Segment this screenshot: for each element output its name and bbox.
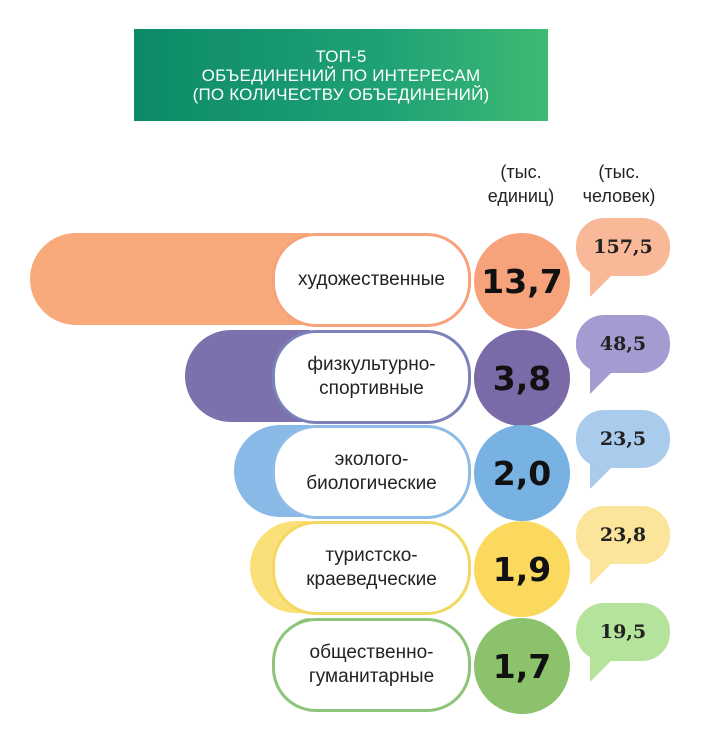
title-banner: ТОП-5 ОБЪЕДИНЕНИЙ ПО ИНТЕРЕСАМ (ПО КОЛИЧ…: [134, 29, 548, 121]
units-value-label: 2,0: [474, 425, 570, 521]
chart-row: физкультурно-спортивные 3,8 48,5: [0, 315, 715, 426]
category-label-line: биологические: [306, 473, 437, 494]
title-line-2: ОБЪЕДИНЕНИЙ ПО ИНТЕРЕСАМ: [201, 65, 481, 85]
category-label-line: краеведческие: [306, 569, 437, 590]
category-label-line: общественно-: [309, 642, 434, 663]
people-column-header: (тыс. человек): [564, 160, 674, 208]
category-label-line: спортивные: [319, 378, 424, 399]
category-label: физкультурно-спортивные: [272, 330, 471, 424]
people-value-label: 23,8: [576, 506, 670, 564]
units-value-label: 1,7: [474, 618, 570, 714]
units-header-line-1: (тыс.: [500, 162, 542, 182]
category-label: художественные: [272, 233, 471, 327]
people-header-line-1: (тыс.: [598, 162, 640, 182]
chart-bar: [30, 233, 310, 325]
people-value-label: 48,5: [576, 315, 670, 373]
chart-row: общественно-гуманитарные 1,7 19,5: [0, 603, 715, 714]
units-header-line-2: единиц): [487, 186, 555, 206]
category-label-line: эколого-: [334, 449, 409, 470]
category-label-line: физкультурно-: [307, 354, 436, 375]
category-label-line: туристско-: [325, 545, 418, 566]
category-label: туристско-краеведческие: [272, 521, 471, 615]
units-value-label: 3,8: [474, 330, 570, 426]
category-label: эколого-биологические: [272, 425, 471, 519]
category-label: общественно-гуманитарные: [272, 618, 471, 712]
category-label-line: художественные: [298, 269, 445, 290]
units-column-header: (тыс. единиц): [466, 160, 576, 208]
chart-row: туристско-краеведческие 1,9 23,8: [0, 506, 715, 617]
title-line-1: ТОП-5: [315, 46, 367, 66]
units-value-label: 13,7: [474, 233, 570, 329]
chart-row: эколого-биологические 2,0 23,5: [0, 410, 715, 521]
people-value-label: 23,5: [576, 410, 670, 468]
units-value-label: 1,9: [474, 521, 570, 617]
category-label-line: гуманитарные: [308, 666, 435, 687]
people-header-line-2: человек): [582, 186, 656, 206]
chart-row: художественные 13,7 157,5: [0, 218, 715, 329]
people-value-label: 157,5: [576, 218, 670, 276]
title-line-3: (ПО КОЛИЧЕСТВУ ОБЪЕДИНЕНИЙ): [192, 84, 490, 104]
people-value-label: 19,5: [576, 603, 670, 661]
